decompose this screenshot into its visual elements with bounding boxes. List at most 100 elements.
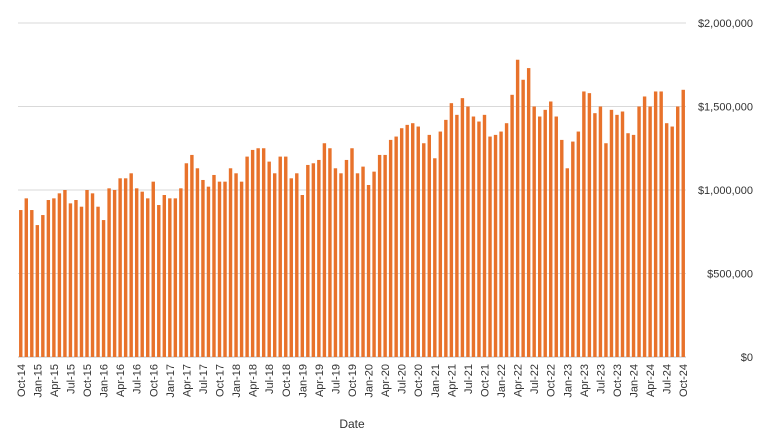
bar xyxy=(46,200,51,357)
bar xyxy=(311,163,316,357)
bar xyxy=(41,215,45,357)
bar xyxy=(162,195,167,357)
bar xyxy=(101,220,106,357)
bar xyxy=(267,161,271,357)
bar xyxy=(184,163,189,357)
bar xyxy=(532,106,536,357)
bar xyxy=(676,106,680,357)
bar xyxy=(223,181,227,357)
bar xyxy=(653,91,658,357)
x-tick-label: Oct-21 xyxy=(479,364,491,397)
bar xyxy=(438,131,443,357)
x-tick-label: Oct-22 xyxy=(546,364,558,397)
bar xyxy=(79,206,84,357)
bar xyxy=(107,188,111,357)
bar xyxy=(543,109,547,357)
bar xyxy=(134,188,139,357)
x-tick-label: Apr-23 xyxy=(579,364,591,397)
bar xyxy=(19,210,23,357)
bar xyxy=(278,156,282,357)
bar xyxy=(96,206,100,357)
bar xyxy=(63,190,67,357)
bar xyxy=(488,136,492,357)
bar xyxy=(190,154,194,357)
x-tick-label: Jan-22 xyxy=(496,364,508,398)
bar xyxy=(411,123,415,357)
x-tick-label: Apr-19 xyxy=(314,364,326,397)
x-tick-label: Oct-16 xyxy=(148,364,160,397)
bar xyxy=(466,106,470,357)
bar xyxy=(620,111,625,357)
bar xyxy=(455,114,459,357)
bar xyxy=(615,114,619,357)
bar xyxy=(361,166,365,357)
y-tick-label: $1,500,000 xyxy=(698,102,753,114)
bar xyxy=(30,210,34,357)
bar xyxy=(604,143,608,357)
bar xyxy=(239,181,244,357)
bar xyxy=(284,156,288,357)
y-axis: $0 $500,000 $1,000,000 $1,500,000 $2,000,000 xyxy=(698,18,753,364)
bar xyxy=(250,149,255,357)
bar xyxy=(140,191,144,357)
bar xyxy=(444,119,448,357)
x-tick-label: Oct-20 xyxy=(413,364,425,397)
bar xyxy=(350,148,354,357)
x-tick-label: Jan-17 xyxy=(165,364,177,398)
bar xyxy=(515,59,520,358)
x-tick-label: Jul-19 xyxy=(330,364,342,394)
bar xyxy=(234,173,238,357)
bar xyxy=(537,116,542,358)
bar xyxy=(85,190,89,357)
bar xyxy=(565,168,570,357)
bar xyxy=(499,131,503,357)
bar xyxy=(123,178,128,357)
bar xyxy=(477,121,481,357)
x-axis: Oct-14 Jan-15 Apr-15 Jul-15 Oct-15 Jan-16 Apr-… xyxy=(16,364,690,398)
bar xyxy=(317,159,321,357)
bar xyxy=(201,179,205,357)
bar xyxy=(206,186,211,357)
bar xyxy=(593,113,597,358)
bar xyxy=(289,178,293,357)
bar xyxy=(366,184,371,357)
x-tick-label: Jul-23 xyxy=(595,364,607,394)
x-tick-label: Apr-15 xyxy=(49,364,61,397)
bar xyxy=(151,181,155,357)
bar xyxy=(587,93,592,357)
bar xyxy=(576,131,581,357)
bar xyxy=(571,141,575,357)
x-tick-label: Oct-14 xyxy=(16,364,28,397)
bar xyxy=(300,195,305,357)
x-tick-label: Jan-18 xyxy=(231,364,243,398)
bar xyxy=(493,134,498,357)
x-tick-label: Apr-22 xyxy=(513,364,525,397)
bar xyxy=(333,168,338,357)
x-tick-label: Jan-16 xyxy=(99,364,111,398)
bar xyxy=(112,190,117,357)
bar xyxy=(504,123,509,357)
bar xyxy=(549,101,553,358)
bar xyxy=(416,126,420,357)
bar xyxy=(328,148,332,357)
bar xyxy=(642,96,647,357)
x-axis-title: Date xyxy=(339,417,365,431)
bar xyxy=(427,134,431,357)
x-tick-label: Oct-17 xyxy=(215,364,227,397)
bar xyxy=(74,200,78,357)
bar xyxy=(399,128,404,357)
bar xyxy=(521,79,525,357)
x-tick-label: Jul-15 xyxy=(65,364,77,394)
bar xyxy=(460,98,465,358)
bar xyxy=(344,159,349,357)
bar xyxy=(168,198,172,357)
x-tick-label: Oct-23 xyxy=(612,364,624,397)
x-tick-label: Jan-24 xyxy=(629,364,641,398)
bar xyxy=(195,168,200,357)
x-tick-label: Jan-23 xyxy=(562,364,574,398)
bar xyxy=(68,203,73,357)
bar xyxy=(510,94,514,357)
x-tick-label: Oct-24 xyxy=(678,364,690,397)
bar xyxy=(598,106,603,357)
